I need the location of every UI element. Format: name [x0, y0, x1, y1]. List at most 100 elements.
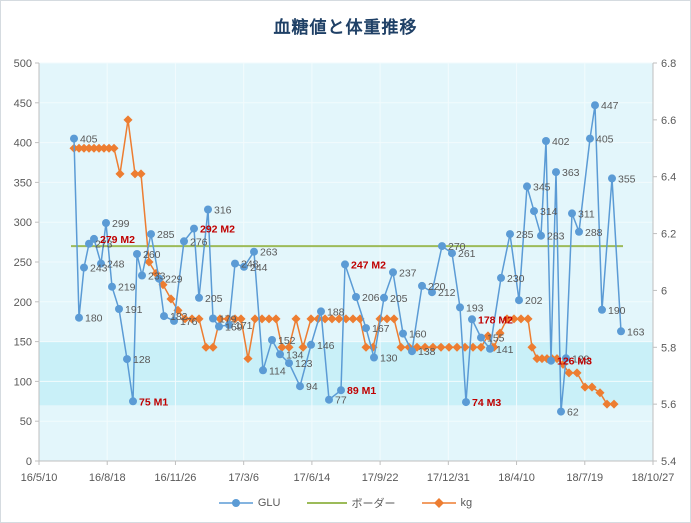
glu-point-marker — [557, 407, 565, 416]
glu-point-label: 190 — [608, 305, 626, 317]
glu-point-marker — [337, 386, 345, 395]
glu-point-label: 233 — [148, 271, 166, 283]
glu-point-marker — [617, 327, 625, 336]
x-axis-date-label: 17/12/31 — [427, 472, 470, 484]
legend-item-glu: GLU — [218, 497, 281, 509]
glu-point-label: 299 — [112, 218, 130, 230]
glu-point-label: 244 — [250, 262, 268, 274]
glu-point-label-special: 74 M3 — [472, 397, 501, 409]
glu-point-marker — [276, 350, 284, 359]
glu-point-marker — [515, 296, 523, 305]
glu-point-label: 193 — [466, 302, 484, 314]
glu-point-marker — [591, 101, 599, 110]
glu-point-marker — [506, 230, 514, 239]
x-axis-date-label: 17/6/14 — [294, 472, 331, 484]
glu-point-label: 152 — [278, 335, 296, 347]
glu-point-label: 169 — [225, 321, 243, 333]
glu-point-marker — [380, 293, 388, 302]
glu-point-label: 219 — [118, 282, 136, 294]
glu-point-marker — [389, 268, 397, 277]
y-left-tick-label: 0 — [26, 456, 32, 468]
kg-point-marker — [187, 314, 197, 324]
glu-point-marker — [568, 209, 576, 218]
kg-point-marker — [123, 115, 133, 125]
glu-point-marker — [307, 340, 315, 349]
glu-point-label: 261 — [458, 248, 476, 260]
glu-point-label: 114 — [269, 365, 286, 377]
glu-point-marker — [147, 230, 155, 239]
legend-item-kg: kg — [421, 497, 472, 509]
glu-point-marker — [341, 260, 349, 269]
x-axis-date-label: 18/10/27 — [632, 472, 675, 484]
glu-point-label: 230 — [507, 273, 525, 285]
y-right-tick-label: 6.8 — [661, 58, 676, 70]
y-left-tick-label: 350 — [14, 177, 32, 189]
glu-point-label: 263 — [260, 247, 278, 259]
glu-point-label: 205 — [205, 293, 223, 305]
glu-point-marker — [325, 395, 333, 404]
x-axis-date-label: 16/11/26 — [154, 472, 196, 484]
glu-point-label: 182 — [170, 311, 188, 323]
glu-point-label: 285 — [516, 229, 534, 241]
y-right-tick-label: 5.6 — [661, 399, 676, 411]
glu-point-label: 206 — [362, 292, 380, 304]
glu-point-marker — [562, 354, 570, 363]
glu-point-label: 155 — [487, 333, 505, 345]
glu-point-label: 188 — [327, 306, 345, 318]
glu-point-label-special: 292 M2 — [200, 224, 235, 236]
y-left-tick-label: 400 — [14, 138, 32, 150]
chart-legend: GLU ボーダー kg — [1, 495, 690, 511]
glu-point-label: 270 — [448, 241, 466, 253]
kg-point-marker — [250, 314, 260, 324]
glu-point-marker — [155, 274, 163, 283]
y-left-tick-label: 50 — [20, 416, 32, 428]
glu-point-label: 248 — [241, 259, 259, 271]
glu-point-label: 176 — [180, 316, 198, 328]
y-left-tick-label: 450 — [14, 98, 32, 110]
glu-point-label-special: 126 M3 — [557, 356, 592, 368]
glu-point-marker — [102, 219, 110, 227]
glu-point-label: 160 — [409, 329, 427, 341]
glu-point-marker — [170, 316, 178, 325]
glu-point-label: 285 — [157, 229, 175, 241]
y-right-tick-label: 6.2 — [661, 229, 676, 241]
glu-point-label: 447 — [601, 100, 619, 112]
glu-point-marker — [138, 271, 146, 280]
glu-point-label: 128 — [133, 354, 151, 366]
glu-point-marker — [477, 333, 485, 342]
kg-point-marker — [532, 354, 542, 364]
glu-point-marker — [428, 288, 436, 297]
kg-point-marker — [609, 399, 619, 409]
glu-point-label: 316 — [214, 204, 232, 216]
kg-point-marker — [166, 294, 176, 304]
glu-point-label: 167 — [372, 323, 390, 335]
glu-point-marker — [129, 397, 137, 406]
x-axis-date-label: 16/8/18 — [89, 472, 126, 484]
glu-point-label: 402 — [552, 136, 570, 148]
kg-point-marker — [243, 354, 253, 364]
glu-point-label-special: 279 M2 — [100, 234, 135, 246]
y-right-tick-label: 6.6 — [661, 115, 676, 127]
y-left-tick-label: 150 — [14, 337, 32, 349]
glu-point-label: 130 — [380, 353, 398, 365]
glu-point-marker — [608, 174, 616, 183]
glu-point-marker — [85, 239, 93, 248]
glu-point-marker — [285, 359, 293, 368]
glu-point-marker — [317, 307, 325, 316]
x-axis-date-label: 16/5/10 — [21, 472, 58, 484]
y-left-tick-label: 200 — [14, 297, 32, 309]
glu-point-label: 179 — [219, 314, 237, 326]
kg-point-marker — [115, 169, 125, 179]
glu-point-marker — [542, 137, 550, 145]
glu-point-marker — [486, 344, 494, 353]
glu-point-marker — [259, 366, 267, 375]
y-left-tick-label: 300 — [14, 217, 32, 229]
glu-point-label: 129 — [572, 353, 590, 365]
glu-point-label-special: 178 M2 — [478, 314, 513, 326]
glu-point-marker — [80, 263, 88, 272]
glu-point-marker — [231, 259, 239, 268]
glu-point-marker — [133, 250, 141, 258]
glu-point-marker — [70, 134, 78, 143]
glu-point-marker — [90, 234, 98, 243]
